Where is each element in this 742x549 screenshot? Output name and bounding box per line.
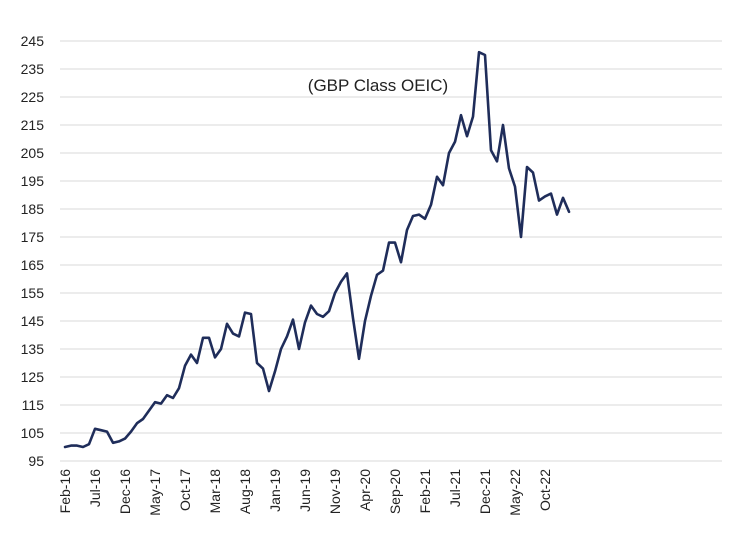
y-tick-label: 185 [21,201,45,217]
x-tick-label: Jun-19 [297,469,313,512]
x-tick-label: Sep-20 [387,469,403,514]
y-tick-label: 175 [21,229,45,245]
y-tick-label: 165 [21,257,45,273]
x-tick-label: Oct-22 [537,469,553,511]
x-tick-label: Apr-20 [357,469,373,511]
y-axis-ticks: 95 105 115 125 135 145 155 165 175 185 195 205 215 22… [21,33,45,469]
x-tick-label: Dec-16 [117,469,133,514]
y-tick-label: 125 [21,369,45,385]
y-tick-label: 105 [21,425,45,441]
y-tick-label: 195 [21,173,45,189]
y-tick-label: 215 [21,117,45,133]
y-tick-label: 95 [28,453,44,469]
x-tick-label: Mar-18 [207,469,223,514]
chart-annotation: (GBP Class OEIC) [308,76,448,95]
y-tick-label: 115 [22,397,45,413]
y-tick-label: 155 [21,285,45,301]
x-axis-ticks: Feb-16 Jul-16 Dec-16 May-17 Oct-17 Mar-18 Aug-… [57,469,553,516]
x-tick-label: Jul-21 [447,469,463,507]
x-tick-label: Aug-18 [237,469,253,514]
x-tick-label: Feb-21 [417,469,433,514]
series-line [63,50,571,449]
x-tick-label: Jul-16 [87,469,103,507]
x-tick-label: Dec-21 [477,469,493,514]
x-tick-label: Nov-19 [327,469,343,514]
gridlines [60,40,722,462]
x-tick-label: May-22 [507,469,523,516]
y-tick-label: 225 [21,89,45,105]
x-tick-label: Jan-19 [267,469,283,512]
x-tick-label: Oct-17 [177,469,193,511]
y-tick-label: 245 [21,33,45,49]
y-tick-label: 235 [21,61,45,77]
x-tick-label: Feb-16 [57,469,73,514]
x-tick-label: May-17 [147,469,163,516]
y-tick-label: 145 [21,313,45,329]
y-tick-label: 205 [21,145,45,161]
y-tick-label: 135 [21,341,45,357]
